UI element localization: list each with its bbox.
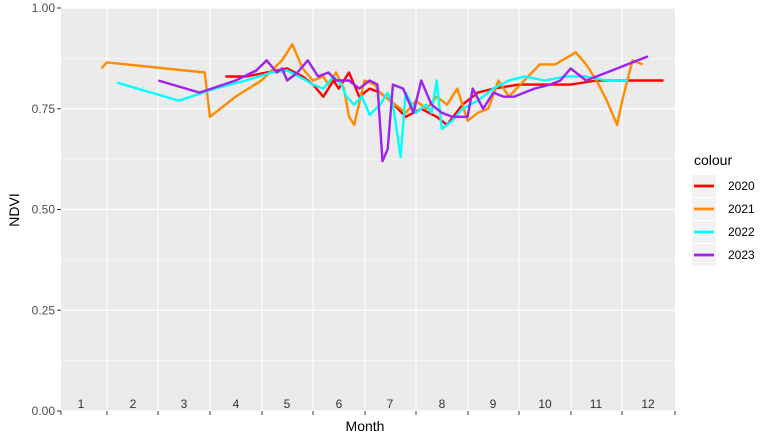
x-tick-labels: 1 2 3 4 5 6 7 8 9 10 11 12 [60, 397, 676, 415]
y-axis-ticks: 0.00 0.25 0.50 0.75 1.00 [32, 1, 61, 418]
series-line-2022 [116, 69, 628, 159]
x-tick-label: 3 [181, 397, 188, 411]
legend: colour 2020 2021 2022 2023 [692, 152, 755, 266]
legend-label-2022: 2022 [728, 225, 755, 239]
series-layer [100, 43, 664, 163]
x-tick-label: 12 [641, 397, 655, 411]
legend-items: 2020 2021 2022 2023 [692, 175, 755, 266]
x-tick-label: 1 [78, 397, 85, 411]
x-tick-label: 5 [284, 397, 291, 411]
grid-minor [61, 58, 675, 361]
legend-label-2020: 2020 [728, 179, 755, 193]
legend-title: colour [694, 152, 732, 168]
legend-label-2023: 2023 [728, 248, 755, 262]
x-tick-label: 2 [130, 397, 137, 411]
y-tick-label: 0.75 [32, 102, 56, 116]
y-tick-label: 0.50 [32, 203, 56, 217]
x-tick-label: 10 [538, 397, 552, 411]
x-tick-label: 9 [490, 397, 497, 411]
x-tick-label: 11 [590, 397, 603, 411]
x-tick-label: 4 [233, 397, 240, 411]
x-axis-title: Month [346, 418, 385, 434]
y-tick-label: 1.00 [32, 1, 56, 15]
y-tick-label: 0.00 [32, 404, 56, 418]
y-tick-label: 0.25 [32, 303, 56, 317]
x-tick-label: 6 [336, 397, 343, 411]
x-tick-label: 7 [387, 397, 394, 411]
y-axis-title: NDVI [6, 193, 22, 226]
x-tick-label: 8 [439, 397, 446, 411]
legend-label-2021: 2021 [728, 202, 755, 216]
series-line-2023 [157, 55, 649, 163]
